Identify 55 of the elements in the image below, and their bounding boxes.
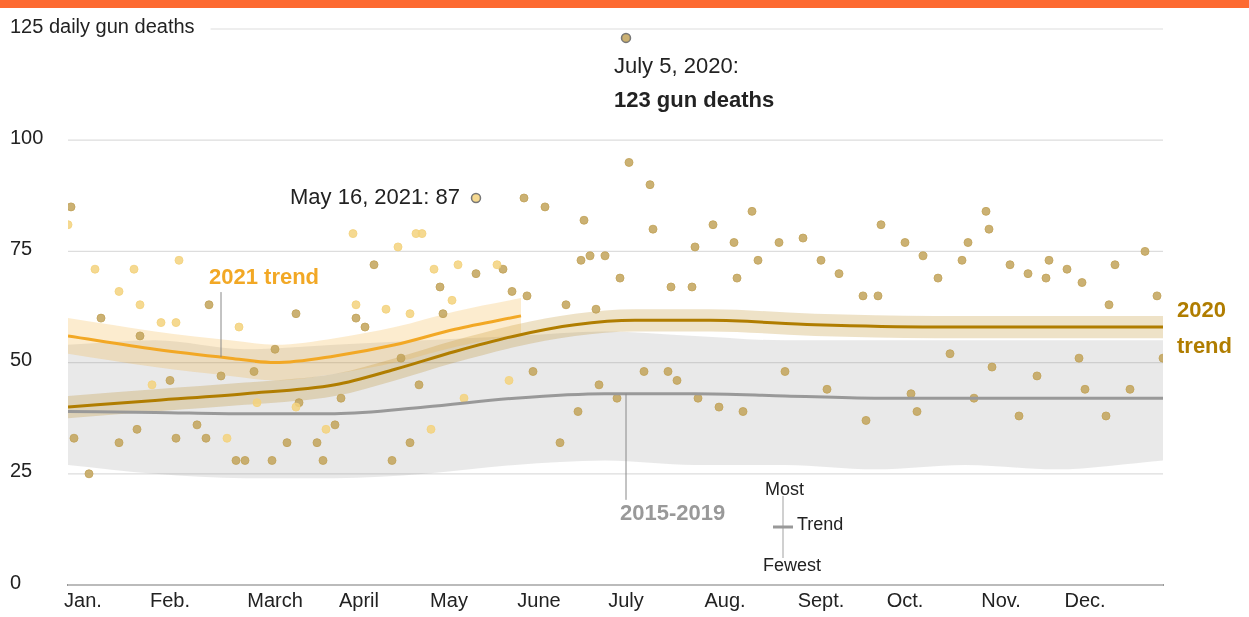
y-tick-label: 125 daily gun deaths: [10, 14, 195, 37]
annotation: May 16, 2021: 87: [289, 184, 460, 210]
x-tick-label: July: [608, 588, 644, 611]
x-tick-label: June: [517, 588, 561, 611]
point: [393, 242, 403, 252]
x-tick-label: March: [247, 588, 303, 611]
point: [348, 229, 358, 239]
point: [459, 393, 469, 403]
point: [426, 424, 436, 434]
point: [222, 433, 232, 443]
point: [504, 375, 514, 385]
x-tick-label: Sept.: [797, 588, 845, 611]
point: [351, 300, 361, 310]
point: [417, 229, 427, 239]
y-tick-label: 25: [10, 459, 33, 482]
x-tick-label: Dec.: [1064, 588, 1106, 611]
series-label: 2020 trend: [1177, 297, 1232, 359]
point: [171, 318, 181, 328]
legend-label: 2015-2019: [620, 499, 726, 525]
annotation: Fewest: [763, 554, 822, 575]
line-series: [68, 314, 523, 365]
line-series: [68, 392, 1163, 416]
point: [453, 260, 463, 270]
y-tick-label: 0: [10, 570, 22, 593]
point: [291, 402, 301, 412]
point: [492, 260, 502, 270]
annotation: July 5, 2020: 123 gun deaths: [614, 52, 775, 112]
point: [234, 322, 244, 332]
point: [135, 300, 145, 310]
annotation: Trend: [797, 513, 844, 534]
x-tick-label: Feb.: [149, 588, 191, 611]
x-tick-label: Oct.: [886, 588, 924, 611]
point: [90, 264, 100, 274]
point: [156, 318, 166, 328]
point: [429, 264, 439, 274]
x-tick-label: May: [430, 588, 468, 611]
point: [114, 286, 124, 296]
x-tick-label: April: [338, 588, 380, 611]
point: [174, 255, 184, 265]
point: [405, 309, 415, 319]
point: [252, 398, 262, 408]
x-tick-label: Jan.: [64, 588, 102, 611]
x-tick-label: Nov.: [981, 588, 1021, 611]
point: [147, 380, 157, 390]
y-tick-label: 100: [10, 125, 44, 148]
y-tick-label: 75: [10, 236, 33, 259]
x-tick-label: Aug.: [704, 588, 746, 611]
point: [129, 264, 139, 274]
point: [381, 304, 391, 314]
point: [321, 424, 331, 434]
annotation: Most: [765, 478, 805, 499]
y-tick-label: 50: [10, 348, 33, 371]
line-series: [68, 318, 1163, 409]
point: [447, 295, 457, 305]
text: 2021 trend: [209, 264, 320, 290]
